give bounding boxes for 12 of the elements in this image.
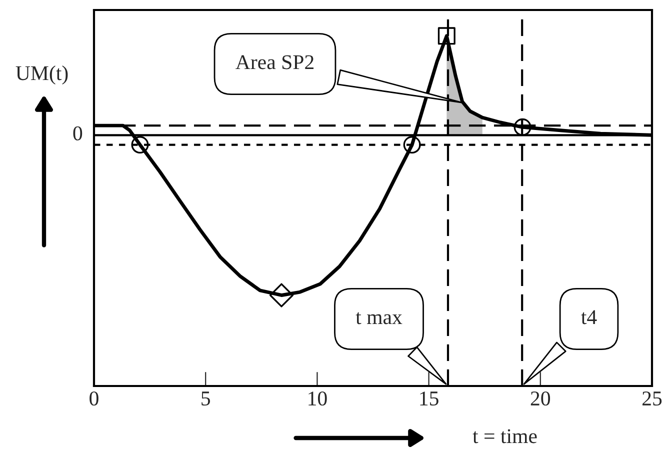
x-tick-label: 0	[90, 391, 98, 406]
x-axis-title: t = time	[472, 429, 537, 444]
x-tick-label: 25	[642, 392, 662, 406]
annotation: Area SP2	[236, 55, 314, 70]
ref-line-label: t max	[356, 312, 402, 324]
ref-line-label: 0	[73, 126, 82, 140]
x-tick-label: 10	[308, 391, 327, 406]
x-tick-label: 15	[420, 392, 438, 406]
x-tick-label: 20	[530, 391, 550, 406]
x-tick-label: 5	[202, 392, 210, 406]
y-axis-title: UM(t)	[16, 66, 68, 84]
ref-line-label: t4	[581, 310, 597, 324]
